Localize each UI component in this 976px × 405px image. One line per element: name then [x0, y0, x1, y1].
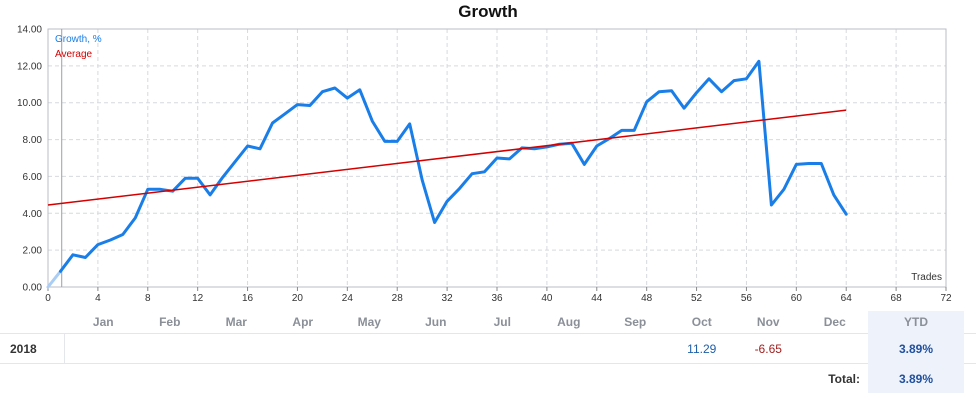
legend-growth: Growth, % — [55, 34, 102, 45]
month-header: Mar — [225, 315, 247, 329]
month-header: Apr — [292, 315, 314, 329]
legend-average: Average — [55, 49, 93, 60]
chart-axes — [47, 28, 947, 291]
total-value: 3.89% — [898, 372, 934, 386]
month-header: May — [357, 315, 381, 329]
x-tick-label: 16 — [242, 293, 254, 304]
y-tick-label: 8.00 — [23, 135, 43, 146]
x-tick-label: 56 — [741, 293, 753, 304]
x-axis-label: Trades — [911, 272, 942, 283]
y-tick-label: 14.00 — [17, 25, 42, 36]
total-label: Total: — [828, 372, 860, 386]
chart-grid — [48, 29, 946, 287]
x-tick-label: 32 — [442, 293, 454, 304]
row-ytd-value: 3.89% — [898, 342, 934, 356]
month-header: Jun — [425, 315, 447, 329]
average-series-line — [47, 109, 847, 206]
x-tick-label: 48 — [641, 293, 653, 304]
row-year: 2018 — [10, 342, 37, 356]
chart-series — [46, 59, 848, 289]
x-tick-label: 64 — [841, 293, 853, 304]
month-header: Jan — [92, 315, 114, 329]
ytd-header: YTD — [904, 315, 928, 329]
table-header-row: Jan Feb Mar Apr May Jun Jul Aug Sep Oct Nov Dec YTD — [0, 311, 976, 334]
y-tick-label: 12.00 — [17, 61, 42, 72]
x-tick-label: 40 — [541, 293, 553, 304]
x-tick-label: 0 — [45, 293, 51, 304]
month-header: Feb — [159, 315, 181, 329]
x-tick-label: 52 — [691, 293, 703, 304]
y-tick-label: 4.00 — [23, 209, 43, 220]
x-tick-label: 20 — [292, 293, 304, 304]
y-tick-labels: 0.00 2.00 4.00 6.00 8.00 10.00 12.00 14.00 — [17, 25, 42, 294]
month-header: Sep — [624, 315, 647, 329]
x-tick-label: 12 — [192, 293, 204, 304]
month-header: Aug — [557, 315, 581, 329]
chart-legend: Growth, % Average — [55, 34, 102, 60]
y-tick-label: 6.00 — [23, 172, 43, 183]
x-tick-label: 28 — [392, 293, 404, 304]
chart-title: Growth — [458, 2, 518, 21]
x-tick-label: 8 — [145, 293, 151, 304]
x-tick-labels: 0 4 8 12 16 20 24 28 32 36 40 44 48 52 56 60 64 68 72 — [45, 293, 952, 304]
month-header: Dec — [823, 315, 846, 329]
y-tick-label: 10.00 — [17, 98, 42, 109]
x-tick-label: 68 — [891, 293, 903, 304]
growth-start-segment — [46, 269, 62, 289]
x-tick-label: 72 — [940, 293, 952, 304]
table-total-row: Total: 3.89% — [0, 363, 976, 393]
month-header: Jul — [493, 315, 511, 329]
x-tick-label: 36 — [491, 293, 503, 304]
y-tick-label: 2.00 — [23, 246, 43, 257]
month-value: -6.65 — [754, 342, 782, 356]
growth-series-line — [59, 59, 848, 273]
x-tick-label: 60 — [791, 293, 803, 304]
x-tick-label: 44 — [591, 293, 603, 304]
x-tick-label: 4 — [95, 293, 101, 304]
y-tick-label: 0.00 — [23, 283, 43, 294]
table-row: 2018 11.29 -6.65 3.89% — [0, 333, 976, 364]
month-value: 11.29 — [687, 342, 717, 356]
month-header: Oct — [691, 315, 712, 329]
x-tick-label: 24 — [342, 293, 354, 304]
month-header: Nov — [756, 315, 780, 329]
